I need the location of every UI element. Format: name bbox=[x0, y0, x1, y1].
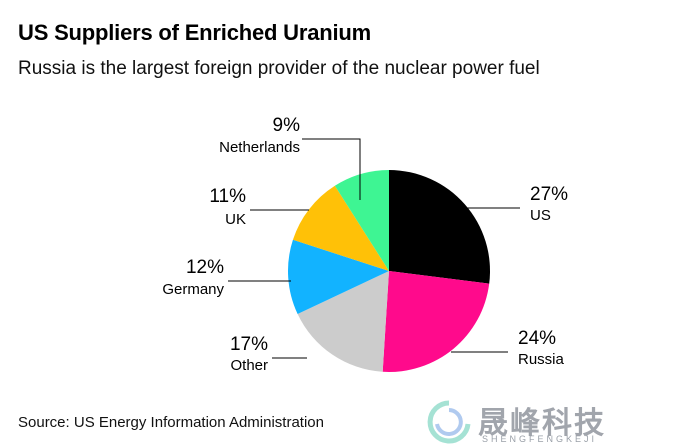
slice-uk bbox=[292, 185, 389, 271]
leader-netherlands bbox=[302, 138, 361, 200]
name-label-uk: UK bbox=[225, 211, 246, 228]
slice-russia bbox=[382, 271, 490, 372]
name-label-us: US bbox=[530, 207, 551, 224]
slice-us bbox=[389, 170, 490, 284]
chart-subtitle: Russia is the largest foreign provider o… bbox=[18, 58, 540, 79]
chart-title: US Suppliers of Enriched Uranium bbox=[18, 20, 371, 45]
name-label-other: Other bbox=[230, 357, 268, 374]
name-label-germany: Germany bbox=[162, 281, 224, 298]
name-label-netherlands: Netherlands bbox=[219, 139, 300, 156]
pct-label-us: 27% bbox=[530, 184, 568, 205]
slice-labels: 27% US 24% Russia 17% Other 12% Germany 11% UK 9% N… bbox=[162, 115, 568, 374]
source-note: Source: US Energy Information Administra… bbox=[18, 414, 324, 431]
slice-germany bbox=[288, 239, 389, 315]
pct-label-germany: 12% bbox=[186, 257, 224, 278]
pie-slices bbox=[288, 170, 490, 372]
slice-netherlands bbox=[334, 170, 389, 271]
watermark-text: 晟峰科技 bbox=[478, 407, 606, 440]
watermark-logo-icon bbox=[427, 400, 471, 444]
pct-label-russia: 24% bbox=[518, 328, 556, 349]
pct-label-uk: 11% bbox=[209, 186, 246, 207]
pct-label-other: 17% bbox=[230, 334, 268, 355]
watermark-subtext: SHENGFENGKEJI bbox=[482, 434, 598, 444]
pct-label-netherlands: 9% bbox=[273, 115, 301, 136]
leader-lines bbox=[228, 138, 520, 359]
name-label-russia: Russia bbox=[518, 351, 565, 368]
slice-other bbox=[297, 271, 389, 372]
